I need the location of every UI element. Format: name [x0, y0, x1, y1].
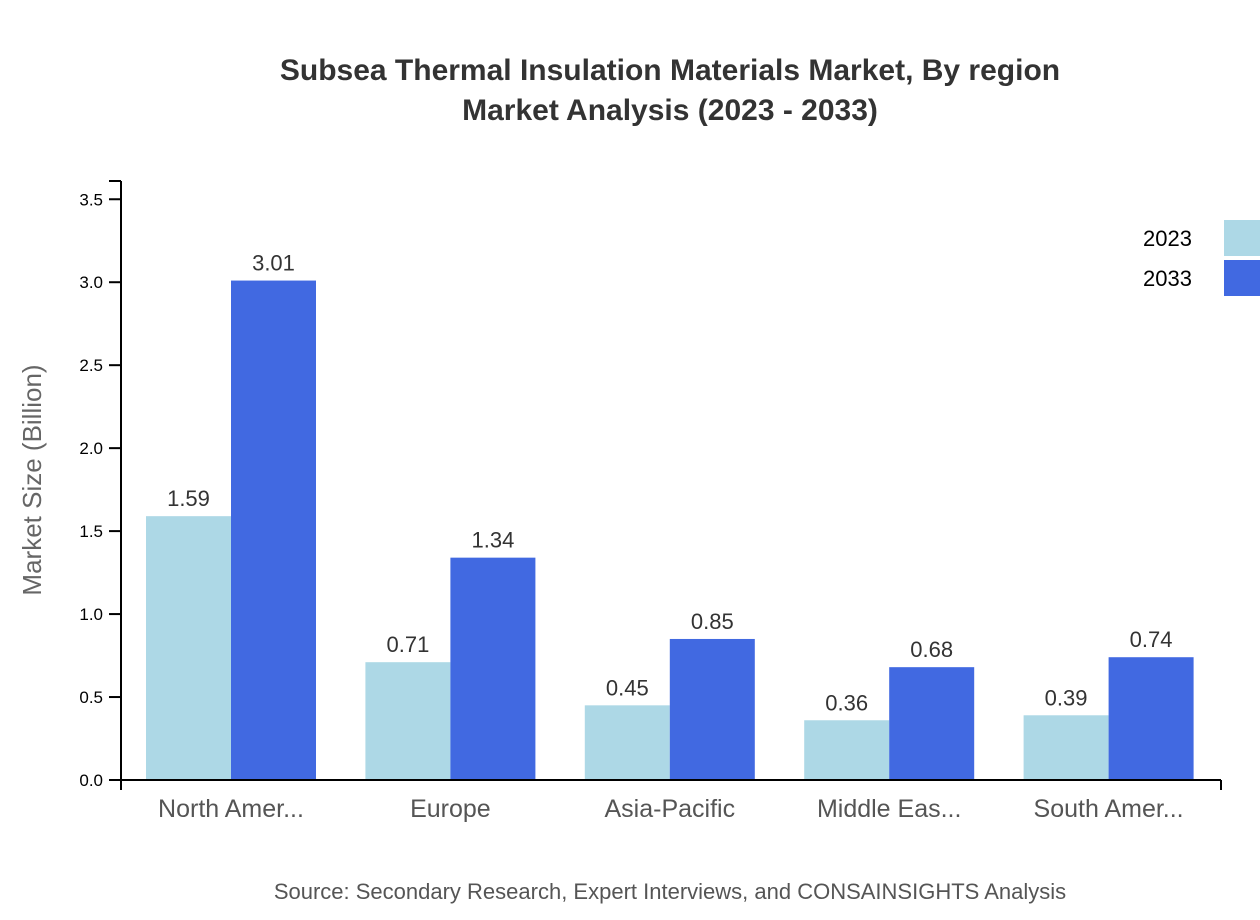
- y-tick-label: 1.0: [79, 605, 103, 624]
- x-tick-label: North Amer...: [158, 795, 304, 823]
- y-tick-label: 0.5: [79, 688, 103, 707]
- bar-2033-4: [1108, 657, 1194, 780]
- data-label: 3.01: [252, 251, 295, 276]
- y-tick-label: 2.0: [79, 439, 103, 458]
- bar-2023-3: [804, 720, 890, 780]
- y-axis-label: Market Size (Billion): [17, 364, 47, 595]
- data-label: 0.74: [1130, 627, 1173, 652]
- y-tick-label: 0.0: [79, 771, 103, 790]
- y-tick-label: 1.5: [79, 522, 103, 541]
- data-label: 0.45: [606, 675, 649, 700]
- y-tick-label: 3.5: [79, 190, 103, 209]
- y-tick-label: 2.5: [79, 356, 103, 375]
- data-label: 1.59: [167, 486, 210, 511]
- source-note: Source: Secondary Research, Expert Inter…: [274, 879, 1066, 904]
- data-label: 0.36: [825, 690, 868, 715]
- data-label: 0.85: [691, 609, 734, 634]
- x-tick-label: South Amer...: [1034, 795, 1184, 823]
- bar-2023-1: [365, 662, 451, 780]
- bar-2033-1: [450, 557, 536, 780]
- bar-2033-3: [889, 667, 975, 780]
- legend-label-2033: 2033: [1143, 266, 1192, 291]
- data-label: 0.39: [1045, 685, 1088, 710]
- bar-2023-4: [1023, 715, 1109, 780]
- chart-title: Subsea Thermal Insulation Materials Mark…: [280, 54, 1060, 87]
- bar-2033-2: [669, 638, 755, 780]
- bar-2023-2: [584, 705, 670, 780]
- data-label: 1.34: [471, 528, 514, 553]
- legend-swatch-2033: [1224, 260, 1260, 296]
- bar-2033-0: [231, 280, 316, 780]
- chart-subtitle: Market Analysis (2023 - 2033): [462, 94, 878, 127]
- y-tick-label: 3.0: [79, 273, 103, 292]
- x-tick-label: Middle Eas...: [817, 795, 962, 823]
- x-tick-label: Asia-Pacific: [605, 795, 736, 823]
- bar-2023-0: [146, 516, 231, 780]
- legend-label-2023: 2023: [1143, 226, 1192, 251]
- legend-swatch-2023: [1224, 220, 1260, 256]
- data-label: 0.68: [910, 637, 953, 662]
- x-tick-label: Europe: [410, 795, 491, 823]
- data-label: 0.71: [386, 632, 429, 657]
